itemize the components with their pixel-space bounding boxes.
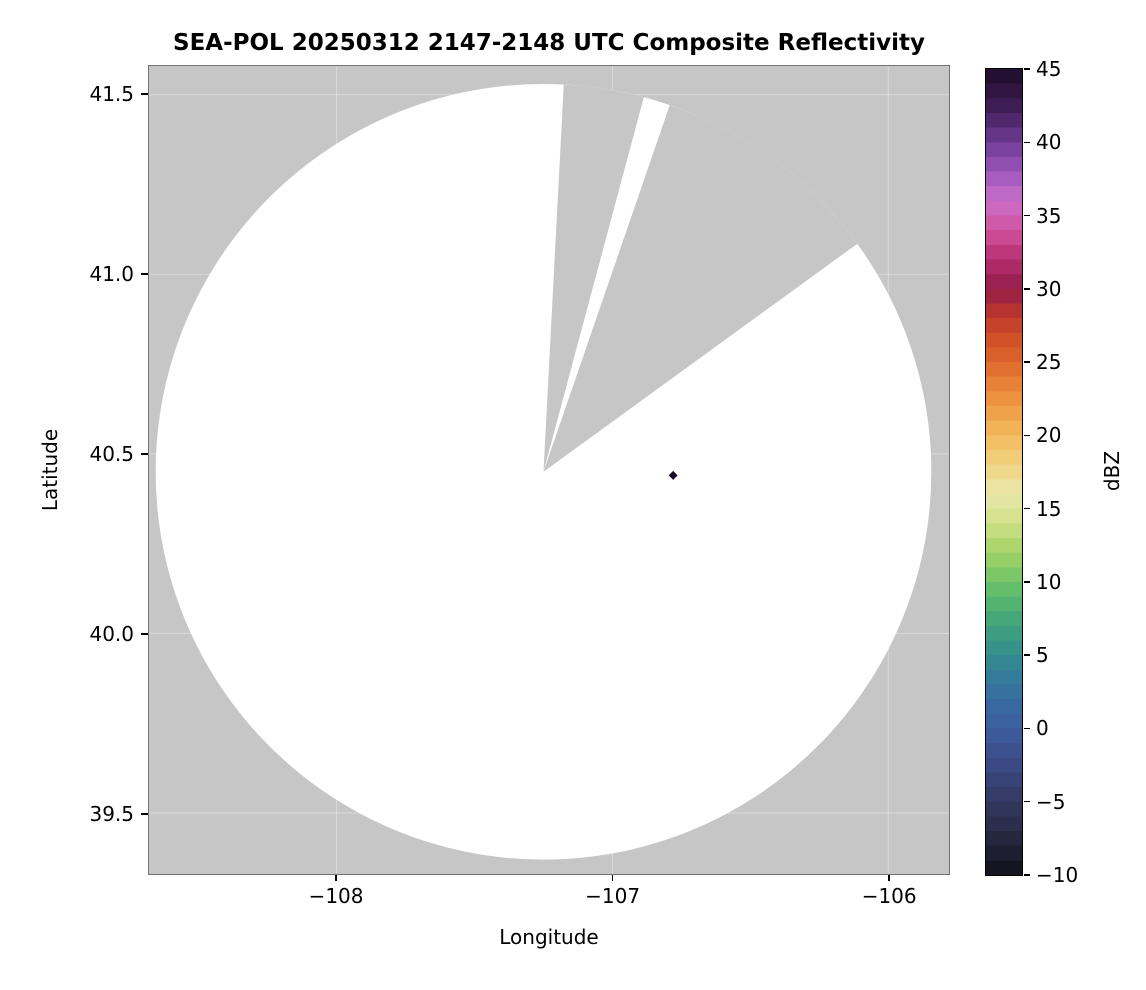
colorbar-tick-mark bbox=[1024, 874, 1030, 876]
x-axis-label: Longitude bbox=[499, 925, 599, 949]
colorbar-tick-mark bbox=[1024, 141, 1030, 144]
colorbar-tick-mark bbox=[1024, 800, 1030, 803]
y-tick-label: 40.5 bbox=[89, 441, 134, 466]
colorbar-label: dBZ bbox=[1100, 450, 1124, 492]
colorbar-tick-mark bbox=[1024, 214, 1030, 217]
y-tick-mark bbox=[141, 273, 148, 275]
colorbar-tick-label: −10 bbox=[1036, 863, 1079, 887]
colorbar-tick-label: 20 bbox=[1036, 423, 1062, 448]
blocked-sector bbox=[543, 105, 858, 472]
plot-area bbox=[148, 65, 950, 875]
colorbar-tick-mark bbox=[1024, 361, 1030, 363]
x-tick-mark bbox=[611, 875, 614, 881]
x-tick-mark bbox=[335, 875, 337, 881]
colorbar-tick-label: 10 bbox=[1036, 569, 1062, 594]
colorbar-gradient bbox=[986, 69, 1022, 875]
colorbar-tick-label: 40 bbox=[1036, 130, 1062, 155]
y-tick-label: 39.5 bbox=[89, 801, 134, 826]
colorbar-tick-label: 35 bbox=[1036, 203, 1062, 228]
y-tick-mark bbox=[141, 453, 148, 455]
colorbar-tick-mark bbox=[1024, 288, 1030, 290]
blocked-sector bbox=[543, 84, 644, 472]
x-tick-label: −107 bbox=[585, 884, 641, 908]
colorbar-tick-label: 5 bbox=[1036, 643, 1049, 668]
colorbar-label-wrap: dBZ bbox=[1090, 68, 1134, 874]
y-tick-label: 41.0 bbox=[89, 261, 134, 286]
y-axis: 41.5 41.0 40.5 40.0 39.5 bbox=[0, 65, 148, 875]
colorbar-tick-label: 25 bbox=[1036, 350, 1062, 375]
colorbar-tick-mark bbox=[1024, 581, 1030, 583]
x-axis: −108 −107 −106 bbox=[148, 875, 950, 920]
y-axis-label-wrap: Latitude bbox=[30, 65, 70, 875]
x-tick-mark bbox=[888, 875, 890, 881]
radar-map bbox=[149, 66, 949, 874]
colorbar-tick-mark bbox=[1024, 507, 1030, 510]
colorbar-tick-label: −5 bbox=[1036, 789, 1066, 814]
colorbar-tick-mark bbox=[1024, 68, 1030, 70]
colorbar-tick-label: 30 bbox=[1036, 276, 1062, 301]
colorbar-tick-mark bbox=[1024, 434, 1030, 437]
reflectivity-echo bbox=[668, 470, 678, 480]
y-tick-label: 40.0 bbox=[89, 621, 134, 646]
plot-title: SEA-POL 20250312 2147-2148 UTC Composite… bbox=[173, 30, 925, 56]
colorbar-tick-label: 0 bbox=[1036, 716, 1049, 741]
colorbar-tick-label: 15 bbox=[1036, 496, 1062, 521]
x-tick-label: −106 bbox=[861, 884, 917, 908]
x-tick-label: −108 bbox=[308, 884, 364, 908]
colorbar bbox=[985, 68, 1023, 876]
colorbar-tick-mark bbox=[1024, 727, 1030, 730]
y-tick-label: 41.5 bbox=[89, 81, 134, 106]
y-tick-mark bbox=[141, 633, 148, 635]
colorbar-axis: 45 40 35 30 25 20 15 10 5 0 −5 −10 bbox=[1024, 57, 1144, 887]
y-tick-mark bbox=[141, 93, 148, 95]
colorbar-tick-mark bbox=[1024, 654, 1030, 656]
y-axis-label: Latitude bbox=[38, 428, 63, 512]
colorbar-tick-label: 45 bbox=[1036, 57, 1062, 81]
y-tick-mark bbox=[141, 813, 148, 815]
